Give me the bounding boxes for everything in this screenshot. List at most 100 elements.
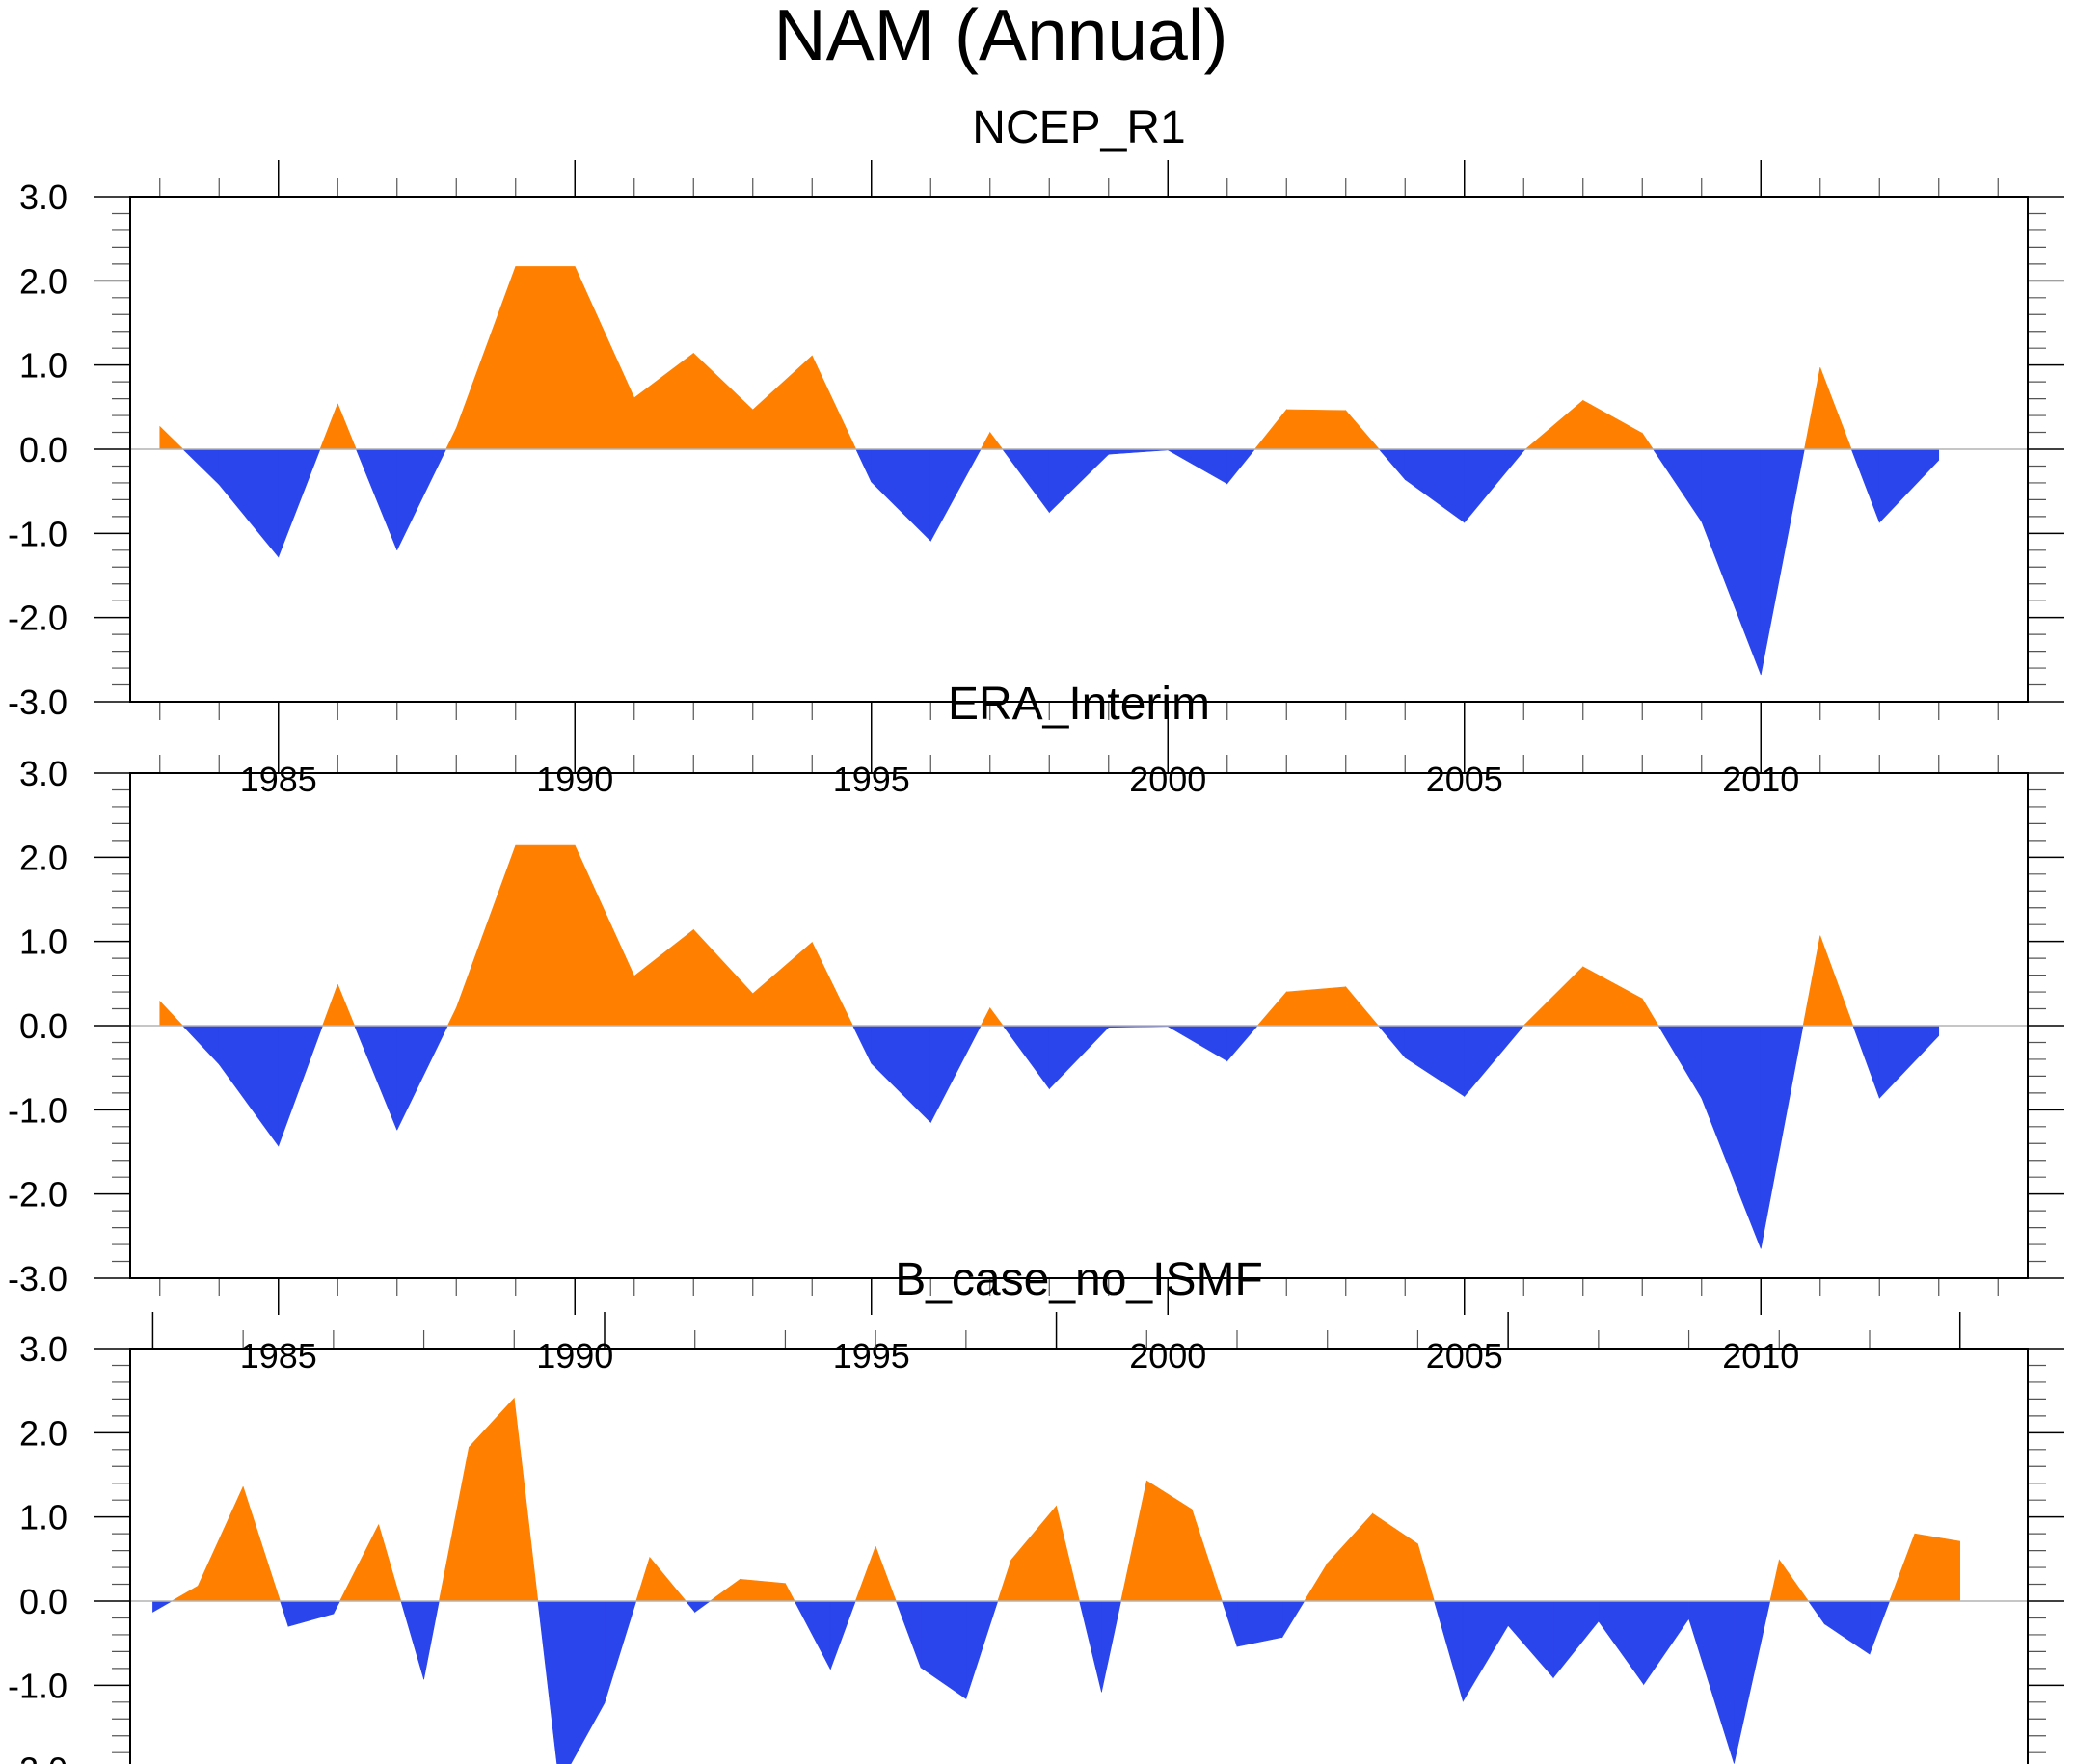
negative-area-segment — [1701, 448, 1762, 676]
positive-area-segment — [1285, 986, 1347, 1027]
area-fills — [159, 844, 1940, 1249]
positive-area-segment — [997, 1560, 1012, 1602]
negative-area-segment — [218, 1025, 280, 1147]
negative-area-segment — [852, 1025, 873, 1064]
negative-area-segment — [1823, 1600, 1871, 1655]
positive-area-segment — [159, 1000, 184, 1027]
positive-area-segment — [1522, 966, 1584, 1027]
negative-area-segment — [1404, 1025, 1466, 1097]
positive-area-segment — [633, 352, 694, 450]
positive-area-segment — [692, 928, 754, 1027]
positive-area-segment — [438, 1447, 470, 1602]
positive-area-segment — [159, 425, 184, 450]
negative-area-segment — [182, 448, 220, 486]
negative-area-segment — [181, 1025, 220, 1065]
negative-area-segment — [400, 1600, 424, 1680]
negative-area-segment — [929, 448, 982, 542]
negative-area-segment — [280, 1600, 289, 1627]
negative-area-segment — [1701, 1025, 1762, 1249]
positive-area-segment — [1372, 1512, 1418, 1602]
panel-title: B_case_no_ISMF — [895, 1254, 1263, 1305]
area-fills — [152, 1397, 1961, 1764]
negative-area-segment — [423, 1600, 440, 1680]
positive-area-segment — [633, 928, 694, 1027]
x-tick-label: 1995 — [833, 1336, 910, 1376]
negative-area-segment — [920, 1600, 967, 1699]
positive-area-segment — [740, 1578, 786, 1602]
negative-area-segment — [694, 1600, 712, 1613]
y-tick-label: 2.0 — [19, 1413, 67, 1453]
positive-area-segment — [875, 1546, 897, 1602]
positive-area-segment — [469, 1397, 515, 1602]
negative-area-segment — [1048, 448, 1110, 514]
y-tick-label: 3.0 — [19, 1329, 67, 1369]
positive-area-segment — [515, 266, 576, 450]
negative-area-segment — [1464, 448, 1524, 523]
panel-ncep-r1: NCEP_R1 3.0 2.0 1.0 0.0 -1.0 -2.0 -3.0 1985 1990… — [8, 102, 2064, 799]
y-tick-label: 2.0 — [19, 261, 67, 301]
positive-area-segment — [1819, 367, 1852, 450]
x-axis-ticks: 1985 1990 1995 2000 2005 2010 — [159, 736, 1999, 1376]
negative-area-segment — [1807, 1600, 1825, 1625]
x-tick-label: 2000 — [1129, 1336, 1206, 1376]
x-axis-ticks: 1985 1990 1995 2000 2005 2010 — [159, 160, 1999, 799]
negative-area-segment — [871, 1025, 931, 1124]
positive-area-segment — [980, 432, 991, 450]
y-tick-label: -2.0 — [8, 1175, 67, 1215]
positive-area-segment — [1802, 935, 1821, 1027]
x-tick-label: 1990 — [536, 1336, 613, 1376]
negative-area-segment — [396, 448, 447, 550]
negative-area-segment — [794, 1600, 831, 1670]
positive-area-segment — [242, 1486, 281, 1602]
y-tick-label: 0.0 — [19, 1006, 67, 1046]
negative-area-segment — [278, 1025, 323, 1146]
positive-area-segment — [455, 266, 517, 450]
positive-area-segment — [1285, 409, 1347, 450]
y-axis-ticks: 3.0 2.0 1.0 0.0 -1.0 -2.0 -3.0 — [8, 754, 2064, 1298]
negative-area-segment — [895, 1600, 922, 1669]
negative-area-segment — [1236, 1600, 1283, 1647]
plot-frame — [129, 196, 2029, 703]
y-tick-label: -2.0 — [8, 599, 67, 638]
positive-area-segment — [378, 1524, 402, 1602]
y-tick-label: 3.0 — [19, 754, 67, 793]
negative-area-segment — [1643, 1600, 1689, 1686]
positive-area-segment — [811, 942, 854, 1027]
y-tick-label: -1.0 — [8, 514, 67, 553]
positive-area-segment — [1345, 986, 1380, 1027]
positive-area-segment — [1253, 409, 1287, 450]
x-tick-label: 2005 — [1426, 1336, 1503, 1376]
negative-area-segment — [1688, 1600, 1735, 1764]
area-fills — [159, 266, 1940, 676]
positive-area-segment — [515, 844, 576, 1027]
positive-area-segment — [337, 403, 357, 450]
positive-area-segment — [854, 1546, 876, 1602]
positive-area-segment — [1582, 966, 1643, 1027]
positive-area-segment — [337, 984, 356, 1027]
negative-area-segment — [1462, 1600, 1509, 1703]
negative-area-segment — [1108, 448, 1169, 455]
y-tick-label: 1.0 — [19, 1498, 67, 1537]
y-tick-label: 0.0 — [19, 430, 67, 469]
y-tick-label: -3.0 — [8, 682, 67, 722]
negative-area-segment — [829, 1600, 856, 1670]
positive-area-segment — [752, 355, 813, 450]
negative-area-segment — [929, 1025, 982, 1123]
y-tick-label: -3.0 — [8, 1259, 67, 1298]
positive-area-segment — [1120, 1481, 1147, 1602]
negative-area-segment — [604, 1600, 637, 1703]
positive-area-segment — [322, 984, 338, 1027]
figure-title: NAM (Annual) — [774, 0, 1228, 75]
positive-area-segment — [1010, 1505, 1057, 1602]
positive-area-segment — [197, 1486, 244, 1602]
negative-area-segment — [1552, 1600, 1600, 1679]
positive-area-segment — [1256, 991, 1287, 1027]
positive-area-segment — [445, 428, 457, 450]
positive-area-segment — [709, 1578, 741, 1602]
panel-b-case-no-ismf: B_case_no_ISMF 3.0 2.0 1.0 0.0 -1.0 -2.0 -3.0 8… — [8, 1254, 2064, 1764]
negative-area-segment — [1657, 1025, 1703, 1100]
positive-area-segment — [1304, 1562, 1329, 1602]
negative-area-segment — [1404, 448, 1466, 523]
negative-area-segment — [965, 1600, 999, 1699]
positive-area-segment — [574, 266, 635, 450]
